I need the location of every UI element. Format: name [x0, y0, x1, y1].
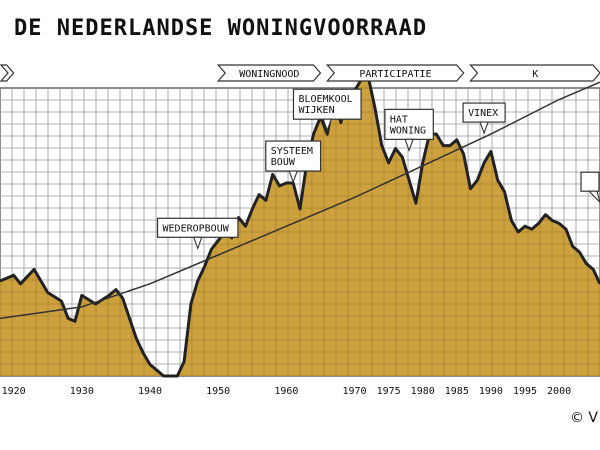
annotation-label: VINEX: [468, 108, 498, 119]
annotation-pointer: [404, 138, 414, 152]
x-tick-label: 1970: [342, 386, 366, 397]
annotation-pointer: [192, 236, 203, 250]
period-arrow: [0, 64, 15, 82]
trend-line-series: [0, 81, 600, 320]
chart-title: DE NEDERLANDSE WONINGVOORRAAD: [14, 16, 428, 41]
annotation-label: WEDEROPBOUW: [163, 223, 230, 234]
x-tick-label: 1960: [274, 386, 298, 397]
annotation-label: BLOEMKOOL: [298, 94, 352, 105]
x-tick-label: 1985: [445, 386, 469, 397]
x-tick-label: 1930: [70, 386, 94, 397]
period-banner: WONINGNOOD PARTICIPATIE K: [0, 64, 600, 82]
period-arrow: [469, 64, 600, 82]
annotation-pointer: [322, 118, 333, 132]
x-tick-label: 1990: [479, 386, 503, 397]
period-arrow: [216, 64, 322, 82]
period-label: PARTICIPATIE: [359, 69, 431, 80]
annotation-label: HAT: [390, 114, 408, 125]
x-tick-label: 1980: [411, 386, 435, 397]
annotation-pointer: [479, 121, 489, 135]
annotation-box: [292, 88, 362, 120]
period-label: K: [532, 69, 538, 80]
annotation-label: WONING: [390, 125, 426, 136]
x-tick-label: 1920: [2, 386, 26, 397]
trend-line: [0, 81, 600, 320]
annotation-label: SYSTEEM: [271, 146, 313, 157]
copyright-notice: © V: [569, 410, 598, 426]
annotation-pointer: [288, 170, 298, 184]
x-tick-label: 2000: [547, 386, 571, 397]
x-tick-label: 1975: [377, 386, 401, 397]
period-arrow: [325, 64, 465, 82]
x-tick-label: 1950: [206, 386, 230, 397]
annotation-box: [580, 171, 600, 192]
area-outline: [0, 75, 600, 378]
x-tick-label: 1995: [513, 386, 537, 397]
annotation-label: WIJKEN: [298, 105, 334, 116]
annotation-box: [384, 108, 434, 140]
period-label: WONINGNOOD: [239, 69, 299, 80]
annotation-label: BOUW: [271, 157, 296, 168]
x-axis-ticks: 1920 1930 1940 1950 1960 1970 1975 1980 1985 1990…: [2, 386, 572, 397]
annotation-pointer: [587, 190, 600, 203]
x-tick-label: 1940: [138, 386, 162, 397]
